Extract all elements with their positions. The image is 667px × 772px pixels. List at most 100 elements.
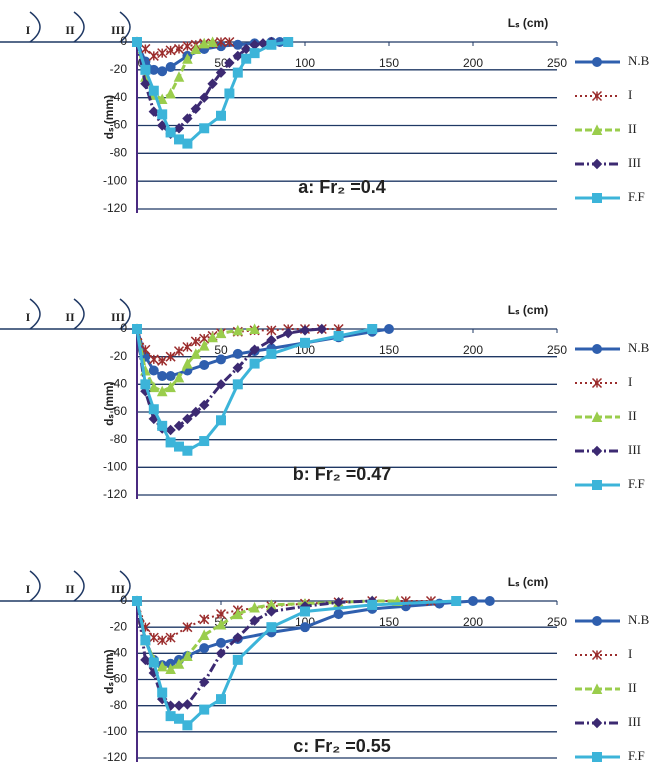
y-axis-label: dₛ (mm) — [102, 649, 116, 693]
zone-arc — [119, 11, 131, 43]
marker — [199, 704, 210, 715]
marker — [148, 106, 160, 117]
marker — [140, 43, 151, 54]
marker — [165, 711, 176, 722]
legend-label: N.B — [628, 53, 650, 68]
marker — [165, 437, 176, 448]
y-tick-label: -60 — [110, 672, 128, 686]
legend-label: I — [628, 374, 632, 389]
y-tick-label: -120 — [103, 201, 127, 215]
legend-marker — [592, 616, 602, 626]
y-tick-label: -20 — [110, 619, 128, 633]
marker — [224, 88, 235, 99]
y-tick-label: -40 — [110, 90, 128, 104]
marker — [165, 663, 176, 675]
marker — [249, 358, 260, 369]
y-tick-label: 0 — [120, 321, 127, 335]
zone-arc — [73, 570, 85, 602]
marker — [367, 324, 378, 334]
marker — [165, 127, 176, 138]
legend-label: III — [628, 714, 641, 729]
y-tick-label: -120 — [103, 487, 127, 501]
marker — [165, 371, 176, 382]
y-axis-label: dₛ (mm) — [102, 381, 116, 425]
marker — [148, 85, 159, 96]
legend-label: F.F — [628, 189, 645, 204]
legend-marker — [591, 377, 603, 389]
marker — [232, 654, 243, 665]
marker — [207, 36, 218, 47]
y-tick-label: -40 — [110, 377, 128, 391]
x-tick-label: 150 — [379, 56, 399, 70]
chart-title: a: Fr₂ =0.4 — [298, 177, 386, 197]
legend-marker — [591, 717, 603, 729]
marker — [165, 381, 176, 393]
marker — [140, 635, 151, 646]
x-tick-label: 250 — [547, 343, 567, 357]
zone-arc — [29, 11, 41, 43]
marker — [148, 64, 159, 75]
marker — [266, 334, 277, 346]
y-tick-label: -40 — [110, 646, 128, 660]
marker — [232, 632, 244, 643]
legend-label: F.F — [628, 748, 645, 763]
marker — [165, 632, 176, 643]
marker — [232, 67, 243, 78]
zone-label: II — [65, 582, 75, 596]
y-axis-label: dₛ (mm) — [102, 95, 116, 139]
marker — [232, 608, 244, 620]
marker — [190, 406, 202, 418]
y-tick-label: -120 — [103, 750, 127, 764]
marker — [173, 123, 185, 134]
marker — [215, 609, 227, 620]
marker — [148, 354, 159, 365]
marker — [182, 650, 193, 661]
marker — [182, 53, 193, 64]
y-tick-label: -80 — [110, 146, 128, 160]
marker — [199, 123, 210, 134]
series-line — [136, 328, 339, 362]
y-tick-label: -80 — [110, 432, 128, 446]
marker — [224, 36, 235, 48]
marker — [316, 323, 328, 335]
marker — [367, 599, 378, 610]
legend-label: F.F — [628, 476, 645, 491]
marker — [165, 45, 176, 56]
marker — [182, 138, 193, 149]
x-axis-label: Lₛ (cm) — [508, 303, 548, 317]
y-tick-label: 0 — [120, 34, 127, 48]
marker — [182, 445, 193, 456]
marker — [173, 371, 185, 383]
x-tick-label: 50 — [214, 56, 228, 70]
marker — [173, 658, 185, 669]
marker — [148, 632, 159, 643]
y-tick-label: -60 — [110, 118, 128, 132]
marker — [199, 614, 210, 625]
marker — [132, 324, 142, 334]
x-tick-label: 150 — [379, 615, 399, 629]
marker — [232, 50, 244, 62]
legend-label: II — [628, 121, 637, 136]
marker — [198, 92, 210, 103]
series-line — [135, 40, 289, 146]
marker — [148, 657, 159, 668]
marker — [132, 37, 142, 47]
marker — [266, 39, 277, 50]
marker — [165, 351, 176, 362]
y-tick-label: -60 — [110, 404, 128, 418]
marker — [240, 43, 252, 55]
marker — [451, 596, 462, 606]
chart-title: b: Fr₂ =0.47 — [293, 464, 392, 484]
marker — [182, 341, 193, 353]
marker — [207, 331, 218, 343]
marker — [156, 660, 168, 672]
marker — [300, 606, 310, 617]
marker — [148, 50, 159, 61]
marker — [266, 325, 277, 336]
marker — [140, 64, 151, 75]
zone-label: III — [111, 23, 125, 37]
marker — [157, 420, 168, 431]
marker — [190, 103, 202, 115]
marker — [157, 48, 168, 59]
marker — [333, 330, 344, 341]
